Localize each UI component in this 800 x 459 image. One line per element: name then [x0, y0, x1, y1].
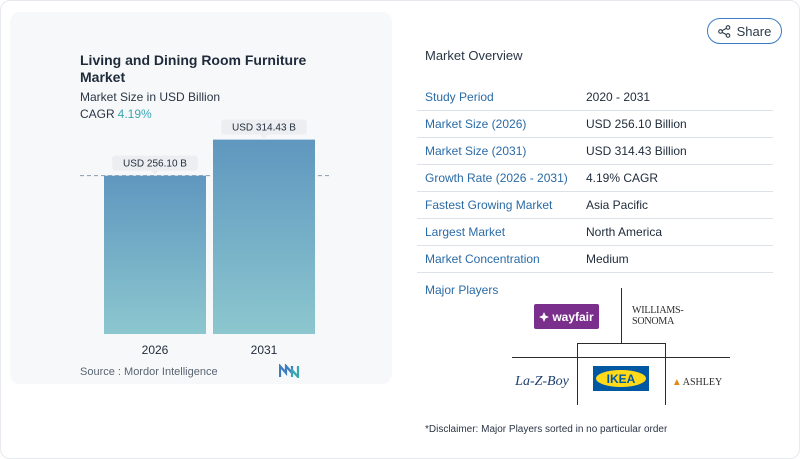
wayfair-pinwheel-icon	[539, 311, 550, 322]
cagr-label: CAGR	[80, 107, 115, 121]
overview-label: Market Size (2026)	[425, 117, 527, 131]
players-divider	[577, 343, 578, 405]
overview-label: Largest Market	[425, 225, 506, 239]
players-divider	[512, 357, 730, 358]
data-label-bg	[221, 119, 307, 135]
williams-sonoma-logo: WILLIAMS-SONOMA	[632, 305, 722, 327]
overview-value: 2020 - 2031	[586, 90, 651, 104]
chart-subtitle: Market Size in USD Billion	[80, 90, 221, 104]
overview-label: Study Period	[425, 90, 494, 104]
ikea-oval: IKEA	[596, 370, 646, 387]
overview-row: Largest Market North America	[417, 219, 773, 246]
x-tick-label: 2026	[142, 343, 169, 357]
data-label: USD 256.10 B	[123, 159, 187, 170]
share-label: Share	[736, 23, 772, 39]
share-button[interactable]: Share	[707, 18, 782, 44]
wayfair-logo: wayfair	[534, 304, 599, 329]
bar-2026	[104, 175, 206, 334]
overview-label: Fastest Growing Market	[425, 198, 553, 212]
overview-value: North America	[586, 225, 663, 239]
data-label-pointer	[151, 170, 159, 175]
overview-row: Growth Rate (2026 - 2031) 4.19% CAGR	[417, 165, 773, 192]
disclaimer: *Disclaimer: Major Players sorted in no …	[425, 424, 668, 435]
ashley-wordmark: ASHLEY	[682, 376, 723, 388]
overview-value: USD 256.10 Billion	[586, 117, 687, 131]
overview-row: Fastest Growing Market Asia Pacific	[417, 192, 773, 219]
ashley-a-icon: ▲	[671, 376, 682, 388]
ashley-logo: ▲ ASHLEY	[672, 372, 722, 392]
source-name: Mordor Intelligence	[124, 366, 218, 378]
ikea-wordmark: IKEA	[606, 371, 636, 386]
data-label-bg	[112, 155, 198, 171]
players-divider	[665, 343, 666, 405]
overview-value: USD 314.43 Billion	[586, 144, 687, 158]
overview-table: Study Period 2020 - 2031 Market Size (202…	[417, 84, 773, 273]
cagr-value: 4.19%	[117, 107, 152, 121]
overview-row: Market Size (2026) USD 256.10 Billion	[417, 111, 773, 138]
share-icon	[717, 24, 730, 38]
cagr-line: CAGR 4.19%	[80, 107, 152, 121]
bar-2031	[213, 139, 315, 334]
source-label: Source :	[80, 366, 121, 378]
overview-value: Asia Pacific	[586, 198, 649, 212]
x-tick-label: 2031	[251, 343, 278, 357]
data-label-pointer	[260, 134, 268, 139]
bar-chart: USD 256.10 B 2026 USD 314.43 B 2031	[80, 119, 330, 357]
overview-row: Study Period 2020 - 2031	[417, 84, 773, 111]
major-players-title: Major Players	[425, 283, 499, 297]
overview-row: Market Concentration Medium	[417, 246, 773, 273]
players-divider	[577, 343, 665, 344]
chart-title: Living and Dining Room Furniture Market	[80, 52, 307, 85]
overview-value: 4.19% CAGR	[586, 171, 659, 185]
lazboy-wordmark: La-Z-Boy	[515, 374, 569, 389]
overview-value: Medium	[586, 252, 629, 266]
overview-label: Market Size (2031)	[425, 144, 527, 158]
overview-label: Market Concentration	[425, 252, 540, 266]
ikea-logo: IKEA	[593, 366, 649, 391]
source-note: Source : Mordor Intelligence	[80, 366, 218, 378]
lazboy-logo: La-Z-Boy	[512, 370, 572, 394]
mordor-logo-icon	[279, 364, 300, 378]
players-divider	[621, 288, 622, 343]
overview-title: Market Overview	[425, 48, 523, 63]
overview-row: Market Size (2031) USD 314.43 Billion	[417, 138, 773, 165]
wayfair-wordmark: wayfair	[552, 309, 594, 324]
overview-label: Growth Rate (2026 - 2031)	[425, 171, 568, 185]
williams-sonoma-wordmark: WILLIAMS-SONOMA	[632, 305, 684, 327]
data-label: USD 314.43 B	[232, 123, 296, 134]
